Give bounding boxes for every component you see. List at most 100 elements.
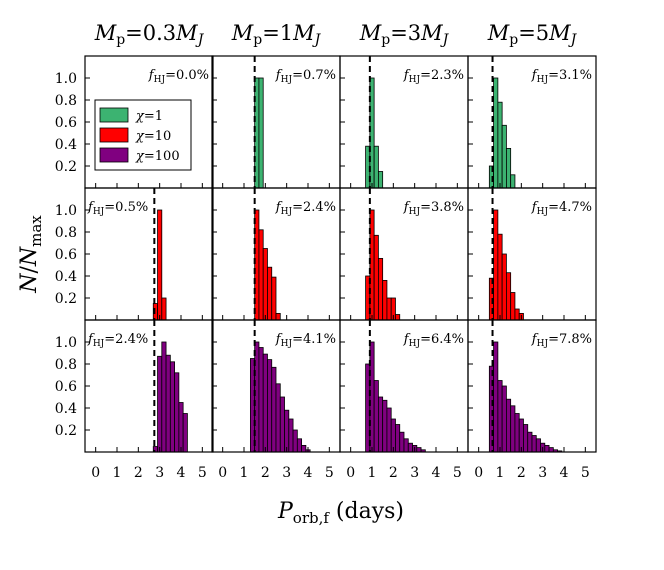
- panel-r1-c3: fHJ=2.3%: [339, 55, 469, 189]
- x-tick-label: 2: [134, 465, 143, 481]
- histogram-bar: [377, 171, 384, 189]
- fhj-annotation: fHJ=2.4%: [87, 332, 148, 349]
- panel-r3-c3: fHJ=6.4%: [339, 319, 469, 453]
- histogram-bar: [373, 145, 379, 189]
- fhj-annotation: fHJ=7.8%: [531, 332, 592, 349]
- panel-r2-c2: fHJ=2.4%: [211, 187, 341, 321]
- histogram-bar: [301, 444, 307, 453]
- histogram-bar: [157, 209, 163, 321]
- histogram-bar: [377, 257, 384, 321]
- y-tick-label: 1.0: [55, 335, 77, 351]
- fhj-annotation: fHJ=4.7%: [531, 200, 592, 217]
- histogram-bar: [523, 424, 529, 453]
- histogram-bar: [292, 429, 298, 453]
- histogram-bar: [510, 292, 516, 321]
- histogram-bar: [382, 279, 388, 321]
- legend-swatch: [99, 147, 129, 163]
- fhj-annotation: fHJ=2.3%: [403, 68, 464, 85]
- histogram-bar: [161, 297, 167, 321]
- histogram-bar: [493, 77, 499, 189]
- y-tick-label: 0.4: [55, 269, 77, 285]
- histogram-bar: [178, 402, 184, 453]
- histogram-bar: [403, 438, 409, 453]
- histogram-bar: [258, 347, 264, 453]
- histogram-bar: [514, 413, 520, 453]
- x-tick-label: 5: [198, 465, 207, 481]
- histogram-bar: [296, 438, 303, 453]
- y-tick-label: 0.2: [55, 159, 77, 175]
- histogram-bar: [501, 253, 507, 321]
- y-tick-label: 0.4: [55, 401, 77, 417]
- histogram-bar: [169, 361, 175, 453]
- legend-label: χ=10: [135, 129, 171, 144]
- y-axis-title: N/Nmax: [17, 215, 45, 294]
- x-tick-label: 2: [517, 465, 526, 481]
- histogram-bar: [182, 413, 188, 453]
- histogram-bar: [165, 354, 171, 453]
- histogram-bar: [271, 366, 277, 453]
- histogram-bar: [407, 442, 413, 453]
- x-tick-label: 4: [560, 465, 569, 481]
- histogram-bar: [535, 438, 541, 453]
- histogram-bar: [386, 407, 392, 453]
- histogram-bar: [157, 355, 163, 453]
- histogram-bar: [262, 353, 268, 453]
- panel-r1-c4: fHJ=3.1%: [467, 55, 597, 189]
- x-tick-label: 4: [432, 465, 441, 481]
- x-tick-label: 0: [91, 465, 100, 481]
- legend-swatch: [99, 107, 129, 123]
- fhj-annotation: fHJ=3.1%: [531, 68, 592, 85]
- x-tick-label: 2: [389, 465, 398, 481]
- histogram-bar: [505, 272, 512, 321]
- panel-r3-c1: fHJ=2.4%: [84, 319, 214, 453]
- x-tick-label: 3: [410, 465, 419, 481]
- histogram-bar: [395, 424, 401, 453]
- histogram-bar: [514, 308, 520, 321]
- panel-r2-c3: fHJ=3.8%: [339, 187, 469, 321]
- fhj-annotation: fHJ=2.4%: [275, 200, 336, 217]
- column-title-3: Mp=3MJ: [359, 21, 450, 48]
- histogram-bar: [544, 444, 550, 453]
- y-tick-label: 0.8: [55, 225, 77, 241]
- histogram-bar: [497, 380, 503, 453]
- panel-r1-c2: fHJ=0.7%: [211, 55, 341, 189]
- x-tick-label: 1: [496, 465, 505, 481]
- x-tick-label: 5: [325, 465, 334, 481]
- column-titles: Mp=0.3MJ Mp=1MJ Mp=3MJ Mp=5MJ: [94, 21, 578, 48]
- x-tick-label: 0: [474, 465, 483, 481]
- histogram-bar: [271, 276, 277, 321]
- histogram-bar: [284, 409, 290, 453]
- histogram-bar: [501, 385, 507, 453]
- histogram-bar: [267, 266, 273, 321]
- x-tick-label: 2: [261, 465, 270, 481]
- panel-r3-c4: fHJ=7.8%: [467, 319, 597, 453]
- histogram-bar: [258, 77, 264, 189]
- fhj-annotation: fHJ=4.1%: [275, 332, 336, 349]
- x-tick-label: 5: [581, 465, 590, 481]
- x-tick-label: 4: [304, 465, 313, 481]
- histogram-bar: [262, 248, 268, 321]
- y-tick-label: 0.6: [55, 247, 77, 263]
- x-tick-label: 1: [240, 465, 249, 481]
- histogram-bar: [275, 383, 281, 453]
- histogram-bar: [548, 447, 554, 453]
- y-tick-label: 0.6: [55, 379, 77, 395]
- panel-r2-c1: fHJ=0.5%: [84, 187, 214, 321]
- histogram-bar: [373, 380, 379, 453]
- histogram-bar: [365, 363, 371, 453]
- column-title-2: Mp=1MJ: [231, 21, 322, 48]
- fhj-annotation: fHJ=0.5%: [87, 200, 148, 217]
- histogram-bar: [382, 399, 388, 453]
- y-tick-label: 0.2: [55, 423, 77, 439]
- legend-label: χ=100: [135, 149, 180, 164]
- histogram-bar: [399, 431, 405, 453]
- x-axis-label: Porb,f (days): [277, 499, 404, 527]
- panel-r3-c2: fHJ=4.1%: [211, 319, 341, 453]
- histogram-bar: [373, 234, 379, 321]
- x-tick-label: 0: [218, 465, 227, 481]
- x-tick-label: 3: [155, 465, 164, 481]
- y-tick-label: 0.6: [55, 115, 77, 131]
- histogram-bar: [493, 209, 499, 321]
